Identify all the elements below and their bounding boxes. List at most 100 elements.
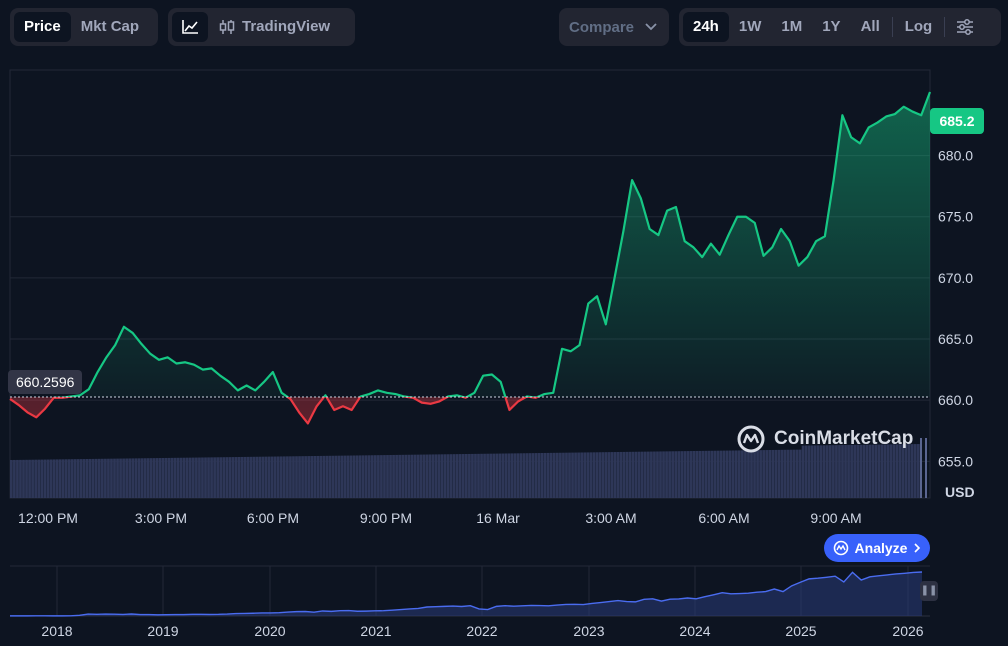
volume-bar (443, 454, 447, 498)
volume-bar (331, 455, 335, 498)
volume-bar (173, 457, 177, 498)
volume-bar (395, 454, 398, 498)
compare-dropdown[interactable]: Compare (559, 8, 669, 46)
year-label: 2018 (41, 623, 72, 639)
volume-bar (73, 459, 77, 498)
volume-bar (531, 453, 535, 498)
volume-bar (665, 451, 668, 498)
volume-bar (10, 460, 13, 498)
volume-bar (219, 457, 223, 498)
analyze-icon (833, 540, 848, 556)
volume-bar (786, 449, 790, 498)
range-1y[interactable]: 1Y (822, 18, 841, 35)
volume-bar (640, 451, 644, 498)
volume-bar (519, 453, 523, 498)
time-range-selector: 24h 1W 1M 1Y All Log (679, 8, 1001, 46)
range-navigator[interactable]: 2018 2019 2020 2021 2022 2023 2024 2025 2026 (0, 560, 1008, 646)
volume-bar (868, 444, 872, 498)
volume-bar (489, 453, 492, 498)
volume-bar (40, 459, 44, 498)
volume-bar (334, 455, 338, 498)
volume-bar (401, 454, 405, 498)
volume-bar (619, 451, 623, 498)
volume-bar (616, 452, 620, 498)
x-tick-label: 6:00 AM (698, 510, 749, 526)
volume-bar (847, 444, 850, 498)
volume-bar (28, 459, 31, 498)
range-24h[interactable]: 24h (683, 12, 729, 42)
volume-bar (82, 459, 86, 498)
volume-bar (792, 449, 796, 498)
volume-bar (91, 458, 95, 498)
tradingview-button[interactable]: TradingView (208, 12, 340, 42)
price-chart[interactable]: 655.0 660.0 665.0 670.0 675.0 680.0 12:00 PM 3… (0, 60, 1008, 538)
chevron-right-icon (914, 543, 921, 553)
compare-label: Compare (569, 18, 635, 36)
range-all[interactable]: All (860, 18, 880, 35)
volume-bar (698, 450, 702, 498)
line-chart-button[interactable] (172, 12, 208, 42)
year-label: 2023 (573, 623, 604, 639)
volume-bar (88, 458, 92, 498)
volume-bar (416, 454, 420, 498)
volume-bar (552, 452, 556, 498)
volume-bar (568, 452, 571, 498)
volume-bar (716, 450, 720, 498)
volume-bar (155, 458, 159, 498)
analyze-button[interactable]: Analyze (824, 534, 930, 562)
range-1w[interactable]: 1W (738, 18, 762, 35)
volume-bar (304, 456, 307, 498)
volume-bar (668, 451, 671, 498)
volume-bar (243, 456, 247, 498)
volume-bar (413, 454, 417, 498)
volume-bar (468, 453, 471, 498)
volume-bar (58, 459, 62, 498)
volume-bar (731, 450, 735, 498)
volume-bar (234, 457, 238, 498)
volume-bar (653, 451, 656, 498)
year-label: 2021 (360, 623, 391, 639)
volume-bar (750, 450, 753, 498)
volume-bar (774, 449, 778, 498)
navigator-handle[interactable]: ❚❚ (920, 581, 938, 601)
volume-bar (683, 451, 687, 498)
volume-bar (838, 445, 841, 498)
volume-bar (522, 453, 526, 498)
currency-label: USD (945, 484, 975, 500)
volume-bar (13, 459, 16, 498)
range-1m[interactable]: 1M (781, 18, 803, 35)
tab-price[interactable]: Price (14, 12, 71, 42)
volume-bar (52, 459, 56, 498)
volume-bar (283, 456, 286, 498)
tab-mkt-cap[interactable]: Mkt Cap (80, 18, 140, 35)
volume-bar (534, 453, 538, 498)
volume-bar (695, 450, 699, 498)
volume-bar (850, 444, 853, 498)
volume-bar (374, 455, 377, 498)
log-scale-toggle[interactable]: Log (904, 18, 933, 35)
sliders-icon (957, 19, 974, 35)
volume-bar (483, 453, 486, 498)
metric-toggle: Price Mkt Cap (10, 8, 158, 46)
volume-bar (207, 457, 210, 498)
x-axis: 12:00 PM 3:00 PM 6:00 PM 9:00 PM 16 Mar 3:00 … (18, 510, 862, 526)
volume-bar (61, 459, 65, 498)
volume-bar (425, 454, 429, 498)
y-tick-label: 680.0 (938, 148, 973, 164)
volume-bar (920, 438, 922, 498)
volume-bar (431, 454, 435, 498)
chart-settings-button[interactable] (947, 12, 983, 42)
volume-bar (753, 450, 756, 498)
volume-bar (188, 457, 192, 498)
volume-bar (780, 449, 784, 498)
volume-bar (204, 457, 207, 498)
volume-bar (255, 456, 259, 498)
volume-bar (741, 450, 744, 498)
price-line-up (52, 91, 932, 397)
volume-bar (689, 451, 693, 498)
volume-bar (128, 458, 132, 498)
chevron-down-icon (645, 23, 657, 31)
volume-bar (76, 459, 80, 498)
volume-bar (143, 458, 147, 498)
volume-bar (892, 444, 896, 498)
